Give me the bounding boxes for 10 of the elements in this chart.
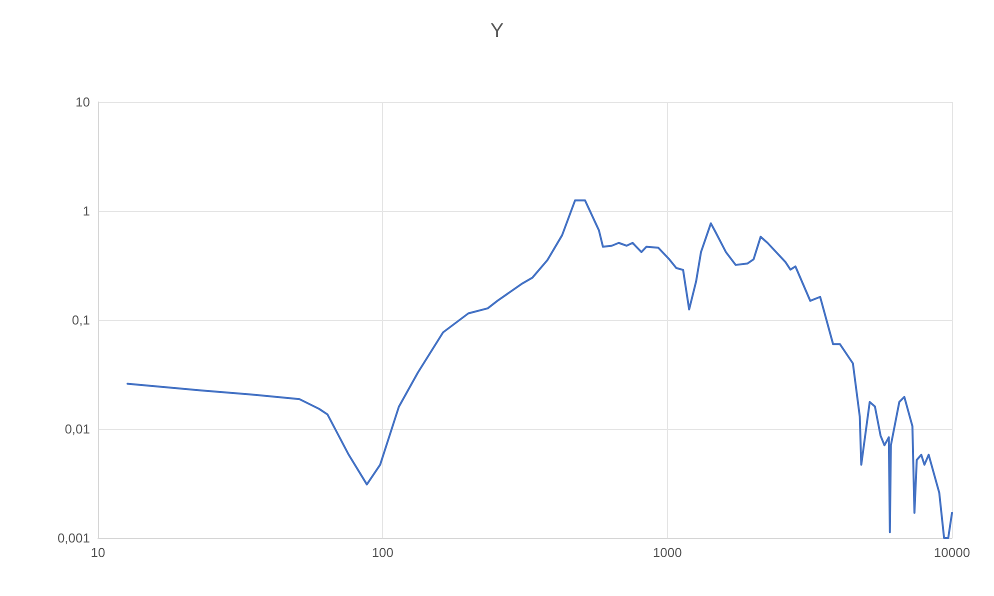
x-tick-label: 10000: [934, 545, 970, 560]
x-tick-label: 10: [90, 545, 106, 560]
y-tick-label: 0,1: [72, 312, 90, 328]
y-tick-label: 1: [82, 204, 90, 218]
y-tick-label: 10: [76, 94, 90, 110]
x-tick-label: 1000: [652, 545, 682, 560]
chart-title: Y: [490, 20, 504, 42]
y-tick-label: 0,01: [64, 422, 90, 436]
x-tick-label: 100: [372, 545, 394, 560]
y-tick-label: 0,001: [57, 530, 90, 546]
